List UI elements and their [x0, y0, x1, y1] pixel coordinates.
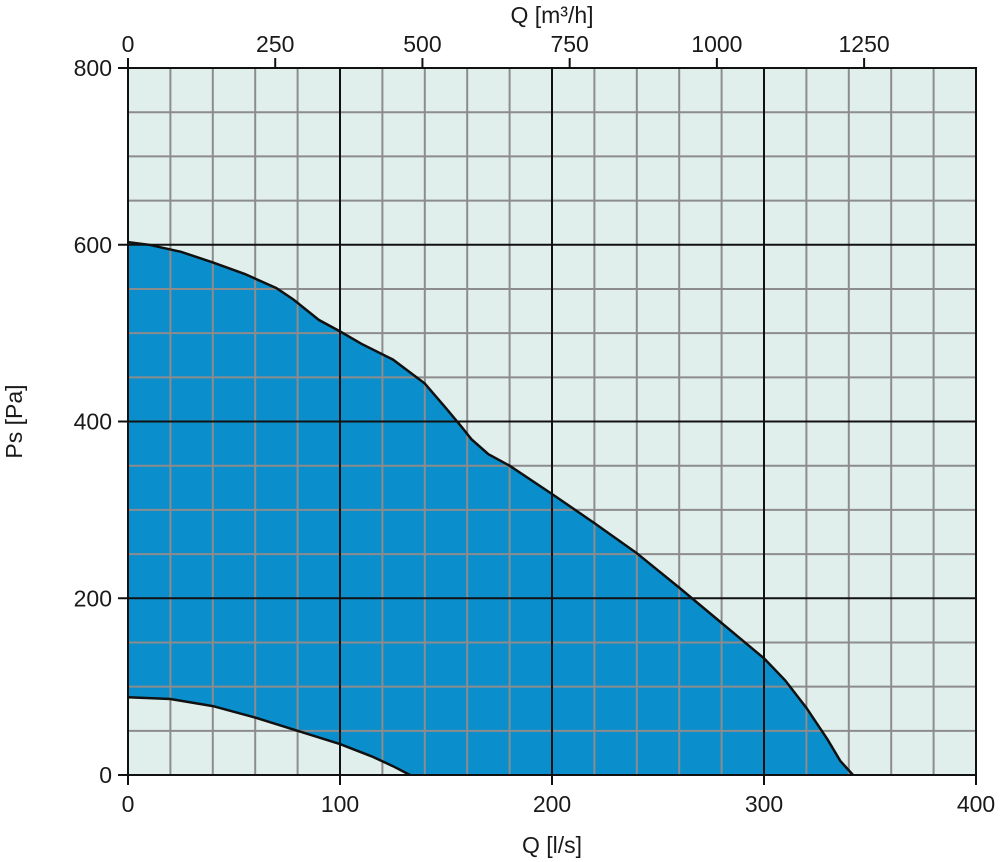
x-tick-label-top: 750 [550, 31, 588, 57]
tick-labels: 0 100 200 300 400 0 250 500 750 1000 1250 0 200 400 60… [74, 31, 996, 817]
major-grid [128, 68, 976, 775]
y-tick-label: 200 [74, 585, 112, 611]
y-tick-label: 400 [74, 409, 112, 435]
x-axis-title-bottom: Q [l/s] [522, 832, 582, 858]
y-tick-label: 600 [74, 232, 112, 258]
x-tick-label-top: 500 [403, 31, 441, 57]
y-axis-title: Ps [Pa] [1, 384, 27, 458]
tick-marks [118, 58, 977, 785]
y-tick-label: 0 [99, 762, 112, 788]
x-tick-label-top: 0 [122, 31, 135, 57]
x-tick-label-top: 1000 [691, 31, 742, 57]
x-tick-label-bottom: 0 [122, 791, 135, 817]
x-tick-label-bottom: 300 [745, 791, 783, 817]
x-tick-label-top: 250 [256, 31, 294, 57]
x-tick-label-bottom: 100 [321, 791, 359, 817]
y-tick-label: 800 [74, 55, 112, 81]
upper-boundary-curve [127, 240, 854, 776]
x-tick-label-bottom: 400 [957, 791, 995, 817]
x-axis-title-top: Q [m³/h] [510, 2, 593, 28]
x-tick-label-top: 1250 [839, 31, 890, 57]
lower-boundary-curve [127, 695, 411, 777]
x-tick-label-bottom: 200 [533, 791, 571, 817]
